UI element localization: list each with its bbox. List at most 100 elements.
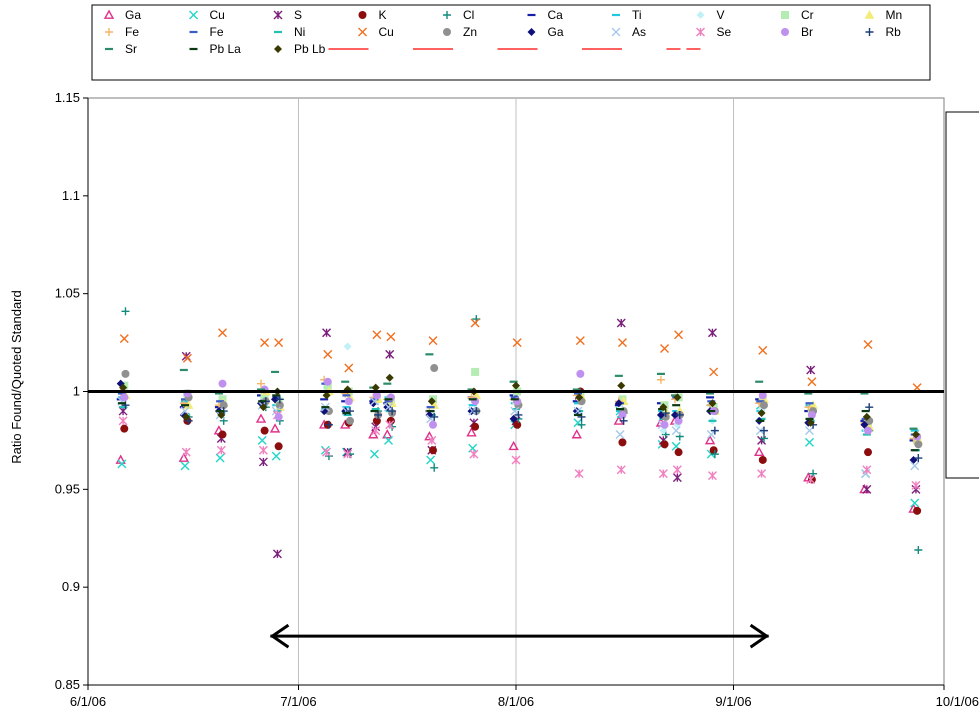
data-point <box>218 328 228 338</box>
period-arrow <box>269 623 770 649</box>
data-point <box>269 423 281 433</box>
data-point <box>661 409 670 418</box>
y-tick-label: 0.95 <box>55 481 80 496</box>
legend-label: Ti <box>632 8 642 22</box>
data-point <box>914 440 923 449</box>
data-point <box>914 545 923 554</box>
legend-item: V <box>696 8 725 22</box>
data-point <box>508 440 519 451</box>
data-point <box>324 420 333 429</box>
data-point <box>275 401 284 410</box>
data-point <box>675 410 684 419</box>
data-point <box>807 475 816 484</box>
data-point <box>344 397 353 406</box>
y-tick-label: 1.1 <box>62 188 80 203</box>
data-point <box>575 393 584 402</box>
data-point <box>706 430 716 440</box>
data-point <box>121 307 130 316</box>
data-point <box>322 391 331 400</box>
data-point <box>323 377 332 386</box>
legend-marker <box>696 27 705 37</box>
data-point <box>910 498 920 508</box>
y-tick-label: 1.05 <box>55 286 80 301</box>
data-point <box>659 403 668 412</box>
data-point <box>660 440 669 449</box>
legend-marker <box>443 28 451 36</box>
legend-item: Se <box>696 25 732 39</box>
data-point <box>427 435 437 445</box>
data-point <box>323 349 333 359</box>
legend-label: Sr <box>125 42 137 56</box>
data-point <box>470 318 480 328</box>
legend-label: K <box>379 8 387 22</box>
data-point <box>708 399 717 408</box>
data-point <box>257 379 266 388</box>
data-point <box>671 426 681 436</box>
data-point <box>216 445 226 455</box>
data-point <box>271 395 280 404</box>
data-point <box>617 338 627 348</box>
data-point <box>573 406 583 416</box>
data-point <box>618 438 627 447</box>
legend-marker <box>781 11 789 19</box>
data-point <box>674 330 684 340</box>
y-axis-title: Ratio Found/Quoted Standard <box>9 290 24 463</box>
data-point <box>259 403 268 412</box>
data-point <box>369 449 379 459</box>
data-point <box>577 420 586 429</box>
legend-marker <box>611 27 621 37</box>
legend-item: Fe <box>189 25 224 39</box>
legend-label: Br <box>801 25 813 39</box>
x-tick-label: 8/1/06 <box>498 694 534 709</box>
legend-item: Pb Lb <box>274 42 326 56</box>
x-tick-label: 7/1/06 <box>280 694 316 709</box>
data-point <box>469 449 479 459</box>
legend: Ga Cu S K Cl Ca Ti V Cr Mn Fe Fe Ni Cu Zn Ga As Se Br Rb Sr P… <box>103 8 902 56</box>
legend-label: Se <box>717 25 732 39</box>
legend-label: Cu <box>210 8 225 22</box>
data-point <box>427 397 436 406</box>
data-point <box>384 435 393 445</box>
data-point <box>618 410 627 419</box>
data-point <box>804 426 814 436</box>
legend-item: Cr <box>781 8 814 22</box>
data-point <box>864 448 873 457</box>
data-point <box>467 407 476 416</box>
annotation-box <box>945 111 979 479</box>
data-point <box>424 431 435 441</box>
data-point <box>471 422 480 431</box>
data-point <box>260 426 269 435</box>
data-point <box>430 364 439 373</box>
legend-item: Cu <box>189 8 225 22</box>
data-point <box>322 328 332 338</box>
legend-marker <box>443 11 451 19</box>
data-point <box>759 401 768 410</box>
data-point <box>757 409 766 418</box>
data-point <box>274 442 283 451</box>
legend-marker <box>527 28 536 36</box>
data-point <box>512 381 520 390</box>
data-point <box>806 365 816 375</box>
legend-item: Pb La <box>189 42 241 56</box>
legend-item: Ca <box>527 8 563 22</box>
data-point <box>218 379 227 388</box>
data-point <box>215 453 225 463</box>
data-point <box>178 452 190 462</box>
data-point <box>514 410 523 419</box>
data-point <box>182 412 191 421</box>
data-point <box>385 373 394 382</box>
data-point <box>428 336 438 346</box>
data-point <box>670 410 679 419</box>
legend-label: V <box>717 8 725 22</box>
data-point <box>274 397 283 406</box>
data-point <box>672 465 682 475</box>
legend-item: Rb <box>865 25 901 39</box>
legend-label: Cl <box>463 8 474 22</box>
data-point <box>382 429 393 439</box>
data-point <box>180 461 190 471</box>
data-point <box>320 407 329 416</box>
data-point <box>862 465 872 475</box>
data-point <box>758 455 767 464</box>
data-point <box>753 446 765 457</box>
legend-marker <box>864 9 875 19</box>
